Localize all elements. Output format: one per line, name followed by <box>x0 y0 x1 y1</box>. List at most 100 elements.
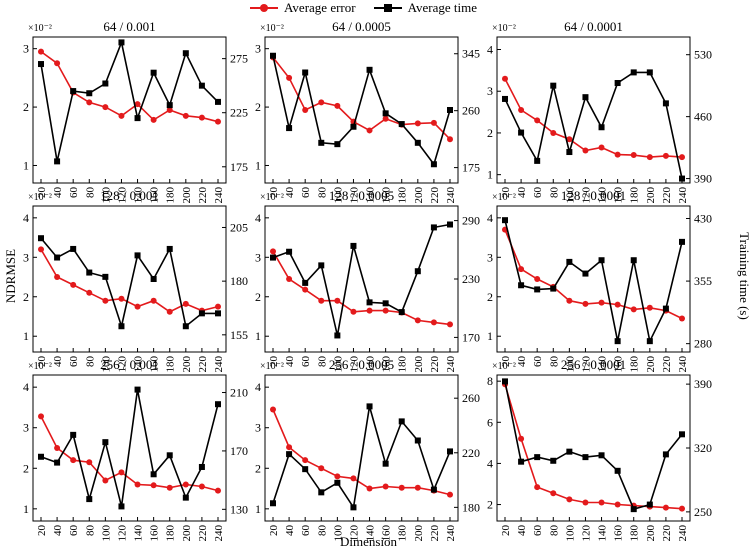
y-left-tick-label: 3 <box>23 250 29 264</box>
error-point <box>102 477 109 484</box>
y-left-tick-label: 1 <box>255 158 261 172</box>
y-right-tick-label: 260 <box>462 391 480 405</box>
error-point <box>134 101 141 108</box>
y-left-tick-label: 6 <box>487 415 493 429</box>
chart-panel-5: 128 / 0.0005×10⁻²20 40 60 80 100 120 140 160 180… <box>255 188 480 373</box>
time-point <box>366 66 373 73</box>
x-tick-label: 20 <box>500 525 512 537</box>
x-tick-label: 100 <box>100 525 112 542</box>
time-point <box>350 242 357 249</box>
panel-title: 256 / 0.001 <box>100 357 159 372</box>
x-tick-label: 160 <box>149 356 161 373</box>
error-point <box>286 276 293 282</box>
time-point <box>302 69 309 76</box>
error-point <box>414 484 421 491</box>
left-scale-note: ×10⁻² <box>492 192 516 203</box>
time-point <box>215 310 221 317</box>
time-point <box>382 460 389 467</box>
y-right-tick-label: 230 <box>462 272 480 286</box>
x-tick-label: 180 <box>629 187 641 204</box>
y-right-tick-label: 250 <box>694 505 712 519</box>
time-point <box>198 463 205 470</box>
x-tick-label: 240 <box>445 525 457 542</box>
x-tick-label: 220 <box>197 187 209 204</box>
plot-frame <box>496 36 691 184</box>
error-series-line <box>40 50 219 123</box>
panel-title: 64 / 0.0001 <box>564 19 623 34</box>
error-point <box>286 444 293 451</box>
x-tick-label: 140 <box>597 525 609 542</box>
panel-title: 64 / 0.001 <box>103 19 155 34</box>
error-point <box>54 60 61 67</box>
time-point <box>550 285 557 292</box>
error-point <box>430 119 437 126</box>
error-point <box>582 300 589 307</box>
legend-error-marker <box>260 4 268 12</box>
time-point <box>334 479 341 486</box>
error-series-line <box>504 384 683 510</box>
error-point <box>614 501 621 508</box>
error-point <box>86 99 93 106</box>
y-left-tick-label: 2 <box>255 461 261 475</box>
x-tick-label: 80 <box>84 187 96 199</box>
x-tick-label: 120 <box>348 356 360 373</box>
time-point <box>447 221 453 228</box>
left-scale-note: ×10⁻² <box>492 23 516 34</box>
error-point <box>318 465 325 472</box>
time-point <box>286 248 293 255</box>
time-point <box>166 245 173 252</box>
x-tick-label: 120 <box>116 187 128 204</box>
error-point <box>550 490 557 497</box>
y-left-tick-label: 4 <box>487 43 493 57</box>
error-point <box>447 136 453 143</box>
x-tick-label: 80 <box>548 525 560 537</box>
y-right-tick-label: 170 <box>230 444 248 458</box>
time-series-line <box>272 223 451 336</box>
legend-time-swatch <box>373 2 402 14</box>
error-point <box>534 276 541 282</box>
plot-frame <box>32 36 227 184</box>
y-right-tick-label: 530 <box>694 48 712 62</box>
time-point <box>318 489 325 496</box>
error-point <box>382 307 389 314</box>
error-series-line <box>40 248 219 313</box>
left-scale-note: ×10⁻² <box>260 361 284 372</box>
x-tick-label: 40 <box>284 525 296 537</box>
y-right-tick-label: 155 <box>230 328 248 342</box>
time-point <box>679 431 685 438</box>
legend-time-marker <box>383 4 392 12</box>
error-series-line <box>504 229 683 320</box>
x-tick-label: 40 <box>52 187 64 199</box>
time-point <box>566 448 573 455</box>
time-point <box>302 279 309 286</box>
time-point <box>350 123 357 130</box>
x-tick-label: 60 <box>300 525 312 537</box>
x-tick-label: 60 <box>532 356 544 368</box>
x-tick-label: 160 <box>381 525 393 542</box>
x-tick-label: 140 <box>365 187 377 204</box>
error-point <box>215 303 221 310</box>
error-point <box>102 297 109 304</box>
x-tick-label: 140 <box>133 187 145 204</box>
x-tick-label: 200 <box>181 187 193 204</box>
error-point <box>534 484 541 491</box>
x-tick-label: 20 <box>36 187 48 199</box>
time-point <box>166 452 173 459</box>
y-left-tick-label: 1 <box>23 502 29 516</box>
x-tick-label: 20 <box>268 525 280 537</box>
time-point <box>447 448 453 455</box>
x-tick-label: 60 <box>300 187 312 199</box>
panel-title: 64 / 0.0005 <box>332 19 391 34</box>
x-tick-label: 40 <box>516 187 528 199</box>
plot-frame <box>496 374 691 522</box>
y-left-tick-label: 1 <box>487 329 493 343</box>
y-right-tick-label: 225 <box>230 106 248 120</box>
error-point <box>662 152 669 159</box>
time-point <box>430 161 437 168</box>
time-point <box>614 467 621 474</box>
time-point <box>534 157 541 164</box>
legend-item-error: Average error <box>250 0 356 16</box>
legend: Average error Average time <box>250 0 495 16</box>
time-point <box>566 149 573 156</box>
error-point <box>134 303 141 310</box>
